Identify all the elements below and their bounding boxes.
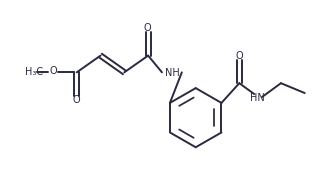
Text: O: O [73, 95, 80, 105]
Text: O: O [143, 23, 151, 33]
Text: H₃C: H₃C [25, 67, 43, 77]
Text: O: O [235, 51, 243, 61]
Text: O: O [49, 66, 57, 76]
Text: NH: NH [165, 68, 179, 78]
Text: HN: HN [250, 93, 264, 103]
